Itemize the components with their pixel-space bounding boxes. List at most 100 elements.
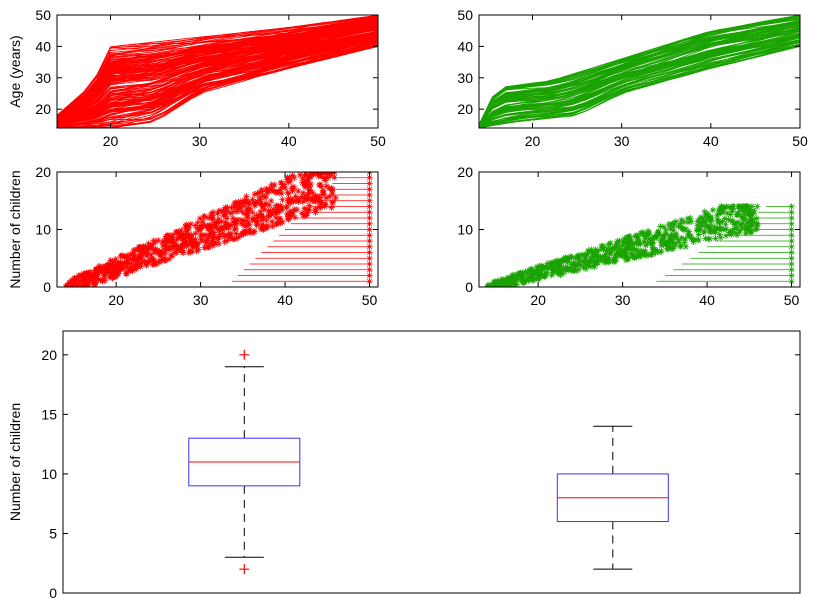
- children-red-point: [301, 172, 308, 179]
- children-green-point: [717, 203, 725, 210]
- children-green-point: [559, 257, 566, 265]
- children-green-ytick-label: 20: [457, 164, 473, 180]
- children-red-point: [212, 223, 219, 230]
- children-green-point: [503, 280, 510, 287]
- children-red-point: [216, 233, 224, 240]
- children-green-point: [731, 225, 738, 232]
- age-red-series-line: [57, 34, 378, 126]
- children-green-point: [548, 261, 556, 269]
- children-green-point: [580, 264, 587, 271]
- children-red-point: [177, 243, 184, 250]
- children-red-point: [305, 202, 313, 209]
- children-green-xtick-label: 30: [615, 292, 631, 308]
- children-red-point: [228, 204, 235, 211]
- children-green-point: [601, 252, 608, 260]
- children-red-point: [247, 226, 254, 234]
- children-green-point: [664, 246, 672, 253]
- children-green-point: [727, 211, 734, 218]
- children-green-point: [748, 209, 756, 217]
- children-red-point: [144, 245, 151, 252]
- children-green-point: [647, 251, 655, 258]
- children-red-point: [302, 205, 310, 213]
- children-green-point: [629, 240, 637, 247]
- children-red-point: [267, 197, 275, 205]
- children-red-point: [299, 179, 306, 186]
- children-red-point: [305, 191, 312, 198]
- children-red-point: [268, 184, 276, 191]
- children-red-point: [222, 204, 229, 211]
- children-red-point: [250, 214, 257, 222]
- children-red-xtick-label: 20: [108, 292, 124, 308]
- children-red-point: [275, 188, 282, 196]
- children-red-point: [331, 174, 338, 181]
- children-green-point: [706, 235, 714, 243]
- children-green-point: [628, 245, 635, 253]
- children-red-point: [311, 195, 318, 202]
- children-red-ticks: 20 30 40 50 0 10 20: [35, 164, 378, 308]
- children-red-point: [286, 174, 293, 182]
- age-red-xtick-label: 30: [192, 133, 208, 149]
- children-red-point: [143, 262, 150, 269]
- children-green-point: [606, 250, 613, 258]
- children-red-point: [200, 232, 208, 239]
- children-green-point: [685, 228, 692, 235]
- children-green-axes: 20 30 40 50 0 10 20: [457, 164, 801, 308]
- children-red-origin-point: [61, 283, 70, 287]
- children-green-point: [730, 203, 737, 210]
- children-red-point: [110, 273, 117, 280]
- children-red-point: [245, 207, 253, 214]
- age-green-series-line: [479, 39, 800, 128]
- children-red-point: [182, 226, 189, 234]
- children-red-point: [191, 237, 198, 245]
- children-green-point: [559, 270, 567, 277]
- children-green-point: [639, 250, 646, 258]
- children-red-point: [263, 216, 270, 224]
- children-green-final-point: [788, 209, 795, 216]
- children-red-point: [72, 275, 80, 282]
- children-red-point: [196, 215, 204, 222]
- children-green-point: [635, 253, 643, 260]
- children-red-point: [278, 203, 285, 211]
- boxplot-ytick-label: 0: [49, 585, 57, 599]
- children-green-point: [549, 269, 556, 276]
- children-green-point: [732, 220, 740, 227]
- children-red-point: [95, 262, 103, 270]
- children-red-point: [269, 223, 276, 230]
- children-red-point: [154, 246, 161, 254]
- children-green-point: [539, 265, 546, 273]
- children-green-point: [678, 234, 685, 242]
- children-red-point: [242, 228, 249, 235]
- children-green-point: [698, 220, 706, 228]
- children-red-final-point: [366, 220, 373, 227]
- children-green-point: [702, 219, 710, 226]
- boxplot-ticks: 0 5 10 15 20: [41, 347, 800, 599]
- children-red-point: [162, 241, 169, 249]
- children-green-xtick-label: 50: [784, 292, 800, 308]
- children-red-point: [234, 198, 242, 206]
- children-green-point: [670, 227, 677, 234]
- children-green-markers: [483, 203, 795, 287]
- children-red-point: [186, 248, 194, 255]
- children-red-point: [175, 246, 183, 253]
- children-red-point: [288, 185, 295, 192]
- children-red-point: [314, 194, 321, 202]
- children-red-point: [277, 219, 284, 227]
- boxplot-ytick-label: 20: [41, 347, 57, 363]
- children-red-point: [243, 222, 251, 229]
- children-red-point: [195, 226, 202, 233]
- children-red-point: [299, 198, 307, 205]
- boxplot-axes: 0 5 10 15 20 Number of children: [7, 330, 801, 599]
- children-green-point: [743, 203, 751, 210]
- children-red-point: [82, 280, 89, 287]
- children-red-point: [89, 279, 97, 286]
- children-red-point: [86, 268, 94, 276]
- children-green-point: [744, 218, 751, 226]
- children-green-point: [501, 277, 509, 284]
- children-red-point: [223, 237, 231, 244]
- children-green-point: [557, 271, 564, 279]
- children-green-final-point: [788, 203, 795, 210]
- children-red-point: [281, 184, 289, 192]
- children-red-point: [193, 248, 200, 255]
- children-green-final-point: [788, 220, 795, 227]
- children-green-point: [520, 279, 527, 287]
